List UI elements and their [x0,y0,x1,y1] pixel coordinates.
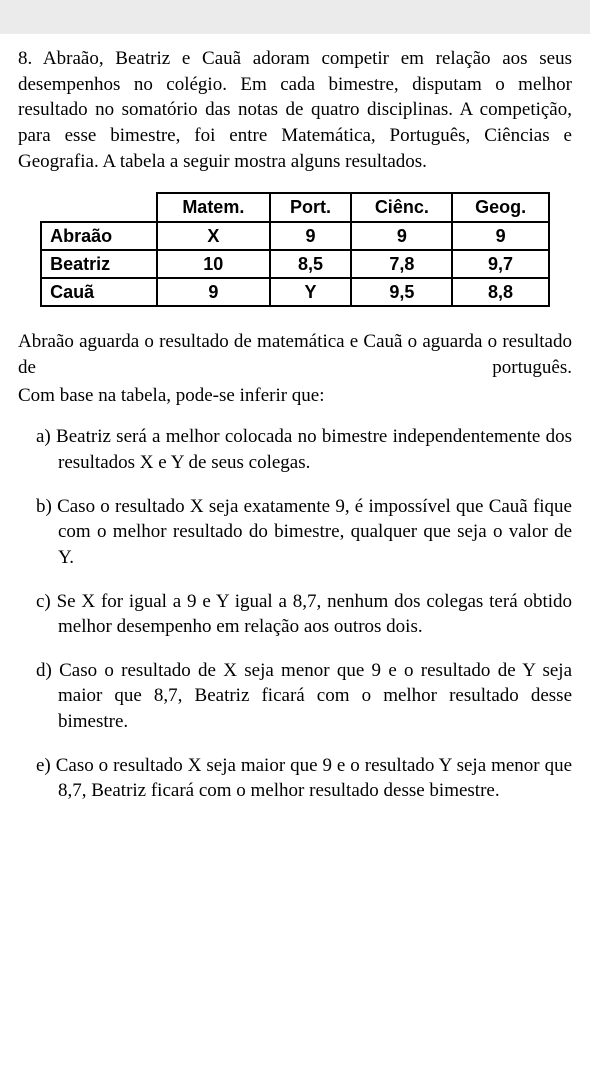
cell: 8,5 [270,250,352,278]
option-letter: b) [36,496,52,517]
option-d: d) Caso o resultado de X seja menor que … [18,658,572,735]
option-text: Caso o resultado de X seja menor que 9 e… [58,660,572,732]
options-list: a) Beatriz será a melhor colocada no bim… [18,424,572,804]
table-header-row: Matem. Port. Ciênc. Geog. [41,193,549,221]
table-header-matem: Matem. [157,193,270,221]
grades-table: Matem. Port. Ciênc. Geog. Abraão X 9 9 9… [40,192,550,307]
option-a: a) Beatriz será a melhor colocada no bim… [18,424,572,475]
option-text: Caso o resultado X seja exatamente 9, é … [57,496,572,568]
table-header-port: Port. [270,193,352,221]
cell: 9 [270,222,352,250]
cell: 8,8 [452,278,549,306]
option-text: Beatriz será a melhor colocada no bimest… [56,426,572,473]
cell: 9 [351,222,452,250]
row-name: Abraão [41,222,157,250]
cell: 9 [452,222,549,250]
table-header-cienc: Ciênc. [351,193,452,221]
question-text: Abraão, Beatriz e Cauã adoram competir e… [18,48,572,172]
cell: 10 [157,250,270,278]
option-c: c) Se X for igual a 9 e Y igual a 8,7, n… [18,589,572,640]
table-row: Cauã 9 Y 9,5 8,8 [41,278,549,306]
option-letter: a) [36,426,51,447]
cell: 9 [157,278,270,306]
table-header-geog: Geog. [452,193,549,221]
option-letter: e) [36,755,51,776]
question-intro: 8. Abraão, Beatriz e Cauã adoram competi… [18,46,572,174]
option-text: Se X for igual a 9 e Y igual a 8,7, nenh… [57,591,572,638]
option-text: Caso o resultado X seja maior que 9 e o … [56,755,572,802]
cell: 9,5 [351,278,452,306]
post-table-line2: Com base na tabela, pode-se inferir que: [18,383,572,409]
row-name: Cauã [41,278,157,306]
cell: 9,7 [452,250,549,278]
table-header-empty [41,193,157,221]
option-e: e) Caso o resultado X seja maior que 9 e… [18,753,572,804]
cell: X [157,222,270,250]
row-name: Beatriz [41,250,157,278]
table-row: Abraão X 9 9 9 [41,222,549,250]
option-letter: d) [36,660,52,681]
option-letter: c) [36,591,51,612]
table-row: Beatriz 10 8,5 7,8 9,7 [41,250,549,278]
cell: Y [270,278,352,306]
option-b: b) Caso o resultado X seja exatamente 9,… [18,494,572,571]
cell: 7,8 [351,250,452,278]
top-bar [0,0,590,34]
page-content: 8. Abraão, Beatriz e Cauã adoram competi… [0,34,590,842]
question-number: 8. [18,48,32,69]
post-table-line1: Abraão aguarda o resultado de matemática… [18,329,572,380]
